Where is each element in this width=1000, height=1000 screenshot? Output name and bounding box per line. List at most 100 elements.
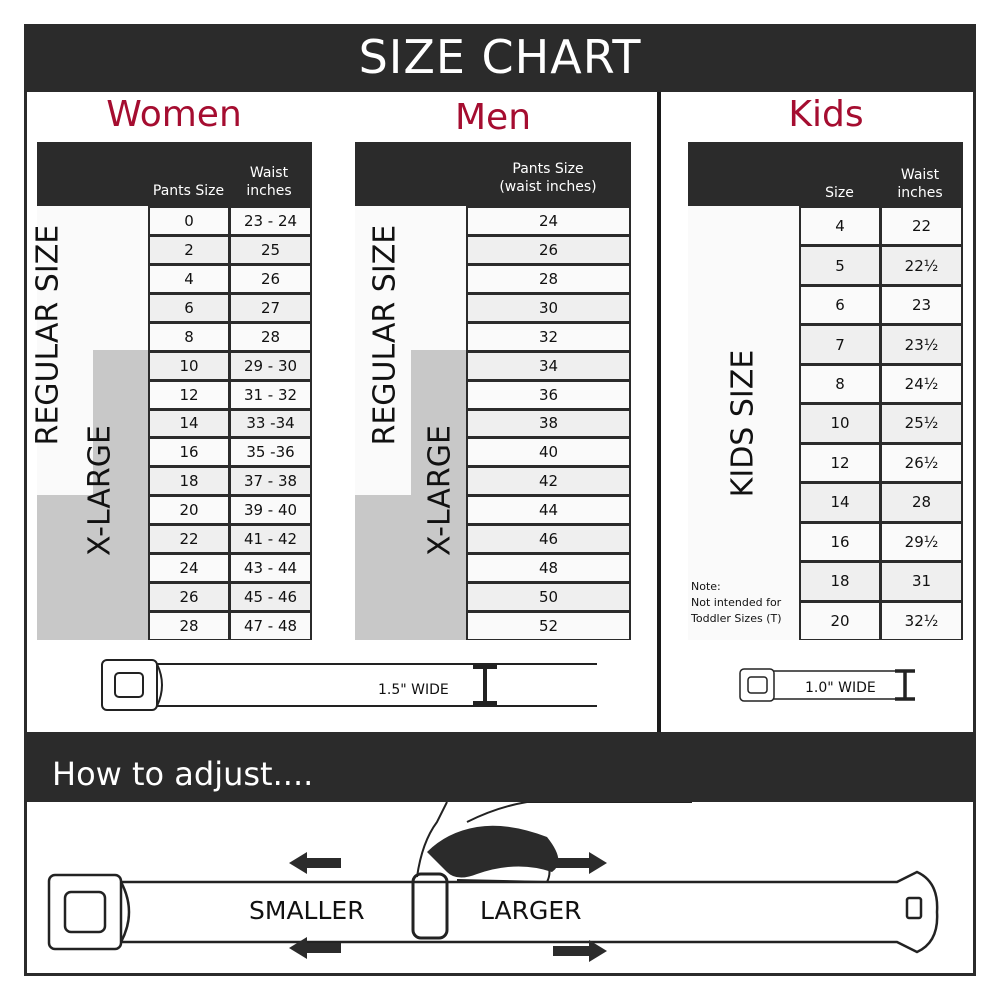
women-waist-cell: 25 — [231, 236, 310, 263]
men-regular-label: REGULAR SIZE — [367, 224, 403, 446]
men-size-cell: 46 — [468, 526, 629, 553]
arrow-right-icon — [553, 940, 607, 962]
kids-belt-width: 1.0" WIDE — [805, 680, 876, 696]
men-xlarge-label: X-LARGE — [422, 425, 458, 556]
kids-size-cell: 4 — [801, 208, 879, 245]
kids-size-cell: 8 — [801, 365, 879, 403]
men-size-cell: 50 — [468, 584, 629, 611]
kids-size-cell: 12 — [801, 444, 879, 482]
buckle-icon — [739, 668, 775, 702]
men-size-cell: 36 — [468, 381, 629, 408]
arrow-left-icon — [289, 937, 341, 959]
kids-table-header: Size Waist inches — [688, 142, 963, 206]
women-size-cell: 4 — [150, 265, 228, 292]
kids-note: Note: Not intended for Toddler Sizes (T) — [691, 579, 782, 627]
men-size-cell: 40 — [468, 439, 629, 466]
arrows — [289, 852, 607, 962]
women-size-cell: 2 — [150, 236, 228, 263]
women-waist-cell: 47 - 48 — [231, 613, 310, 639]
women-size-cell: 24 — [150, 555, 228, 582]
women-waist-cell: 35 -36 — [231, 439, 310, 466]
kids-size-cell: 7 — [801, 326, 879, 363]
kids-size-cell: 10 — [801, 405, 879, 442]
women-waist-cell: 43 - 44 — [231, 555, 310, 582]
women-table-header: Pants Size Waist inches — [37, 142, 312, 206]
men-table: REGULAR SIZE X-LARGE 24 26 28 30 32 34 36 38 40 4… — [355, 206, 631, 640]
buckle-icon — [47, 873, 123, 951]
men-size-cell: 42 — [468, 468, 629, 495]
women-size-cell: 20 — [150, 497, 228, 524]
kids-col-waist: Waist inches — [897, 167, 943, 201]
women-waist-cell: 28 — [231, 323, 310, 350]
how-to-adjust-heading: How to adjust.... — [24, 732, 976, 802]
men-size-cell: 44 — [468, 497, 629, 524]
kids-title: Kids — [788, 94, 864, 135]
kids-note-line2: Toddler Sizes (T) — [691, 612, 782, 625]
kids-waist-cell: 26½ — [882, 444, 961, 482]
women-size-cell: 28 — [150, 613, 228, 639]
kids-waist-cell: 25½ — [882, 405, 961, 442]
kids-waist-cell: 29½ — [882, 523, 961, 561]
kids-size-cell: 6 — [801, 286, 879, 324]
women-size-cell: 12 — [150, 381, 228, 408]
women-waist-cell: 23 - 24 — [231, 208, 310, 234]
kids-table: KIDS SIZE Note: Not intended for Toddler… — [688, 206, 963, 640]
kids-size-cell: 14 — [801, 484, 879, 521]
kids-waist-cell: 28 — [882, 484, 961, 521]
men-title: Men — [454, 97, 532, 138]
adjust-belt-illustration: SMALLER LARGER — [47, 802, 939, 962]
men-xlarge-notch — [411, 350, 466, 495]
women-size-cell: 16 — [150, 439, 228, 466]
arrow-left-icon — [289, 852, 341, 874]
women-col-waist: Waist inches — [246, 165, 292, 199]
women-waist-cell: 29 - 30 — [231, 352, 310, 379]
women-size-cell: 8 — [150, 323, 228, 350]
kids-waist-cell: 31 — [882, 563, 961, 600]
women-size-cell: 18 — [150, 468, 228, 495]
kids-waist-cell: 22½ — [882, 247, 961, 284]
men-size-cell: 28 — [468, 265, 629, 292]
kids-waist-cell: 22 — [882, 208, 961, 245]
hand-icon — [427, 825, 559, 878]
women-waist-cell: 41 - 42 — [231, 526, 310, 553]
smaller-label: SMALLER — [249, 896, 365, 925]
men-size-cell: 38 — [468, 410, 629, 437]
men-size-cell: 52 — [468, 613, 629, 639]
women-waist-cell: 39 - 40 — [231, 497, 310, 524]
women-belt-width: 1.5" WIDE — [378, 682, 449, 698]
men-size-cell: 30 — [468, 294, 629, 321]
kids-size-cell: 20 — [801, 602, 879, 639]
men-col-pants-size: Pants Size (waist inches) — [499, 161, 597, 195]
women-col-pants-size: Pants Size — [152, 183, 225, 199]
women-regular-fill — [37, 206, 93, 495]
kids-note-title: Note: — [691, 580, 721, 593]
kids-waist-cell: 32½ — [882, 602, 961, 639]
men-size-cell: 24 — [468, 208, 629, 234]
women-size-cell: 26 — [150, 584, 228, 611]
women-waist-cell: 45 - 46 — [231, 584, 310, 611]
men-table-header: Pants Size (waist inches) — [355, 142, 631, 206]
women-xlarge-region-lower — [37, 495, 148, 640]
men-size-cell: 26 — [468, 236, 629, 263]
kids-size-cell: 18 — [801, 563, 879, 600]
kids-label-region — [688, 206, 799, 640]
kids-waist-cell: 23 — [882, 286, 961, 324]
men-size-cell: 34 — [468, 352, 629, 379]
belt-slider-icon — [411, 872, 449, 940]
women-waist-cell: 31 - 32 — [231, 381, 310, 408]
women-size-cell: 14 — [150, 410, 228, 437]
women-size-cell: 0 — [150, 208, 228, 234]
page-title: SIZE CHART — [24, 24, 976, 92]
women-waist-cell: 33 -34 — [231, 410, 310, 437]
kids-waist-cell: 24½ — [882, 365, 961, 403]
kids-belt-illustration: 1.0" WIDE — [739, 668, 915, 702]
men-size-cell: 48 — [468, 555, 629, 582]
kids-waist-cell: 23½ — [882, 326, 961, 363]
buckle-icon — [101, 659, 158, 711]
women-belt-illustration: 1.5" WIDE — [101, 659, 597, 711]
women-waist-cell: 27 — [231, 294, 310, 321]
kids-size-cell: 5 — [801, 247, 879, 284]
kids-size-cell: 16 — [801, 523, 879, 561]
women-xlarge-label: X-LARGE — [82, 425, 118, 556]
kids-col-size: Size — [825, 185, 854, 201]
